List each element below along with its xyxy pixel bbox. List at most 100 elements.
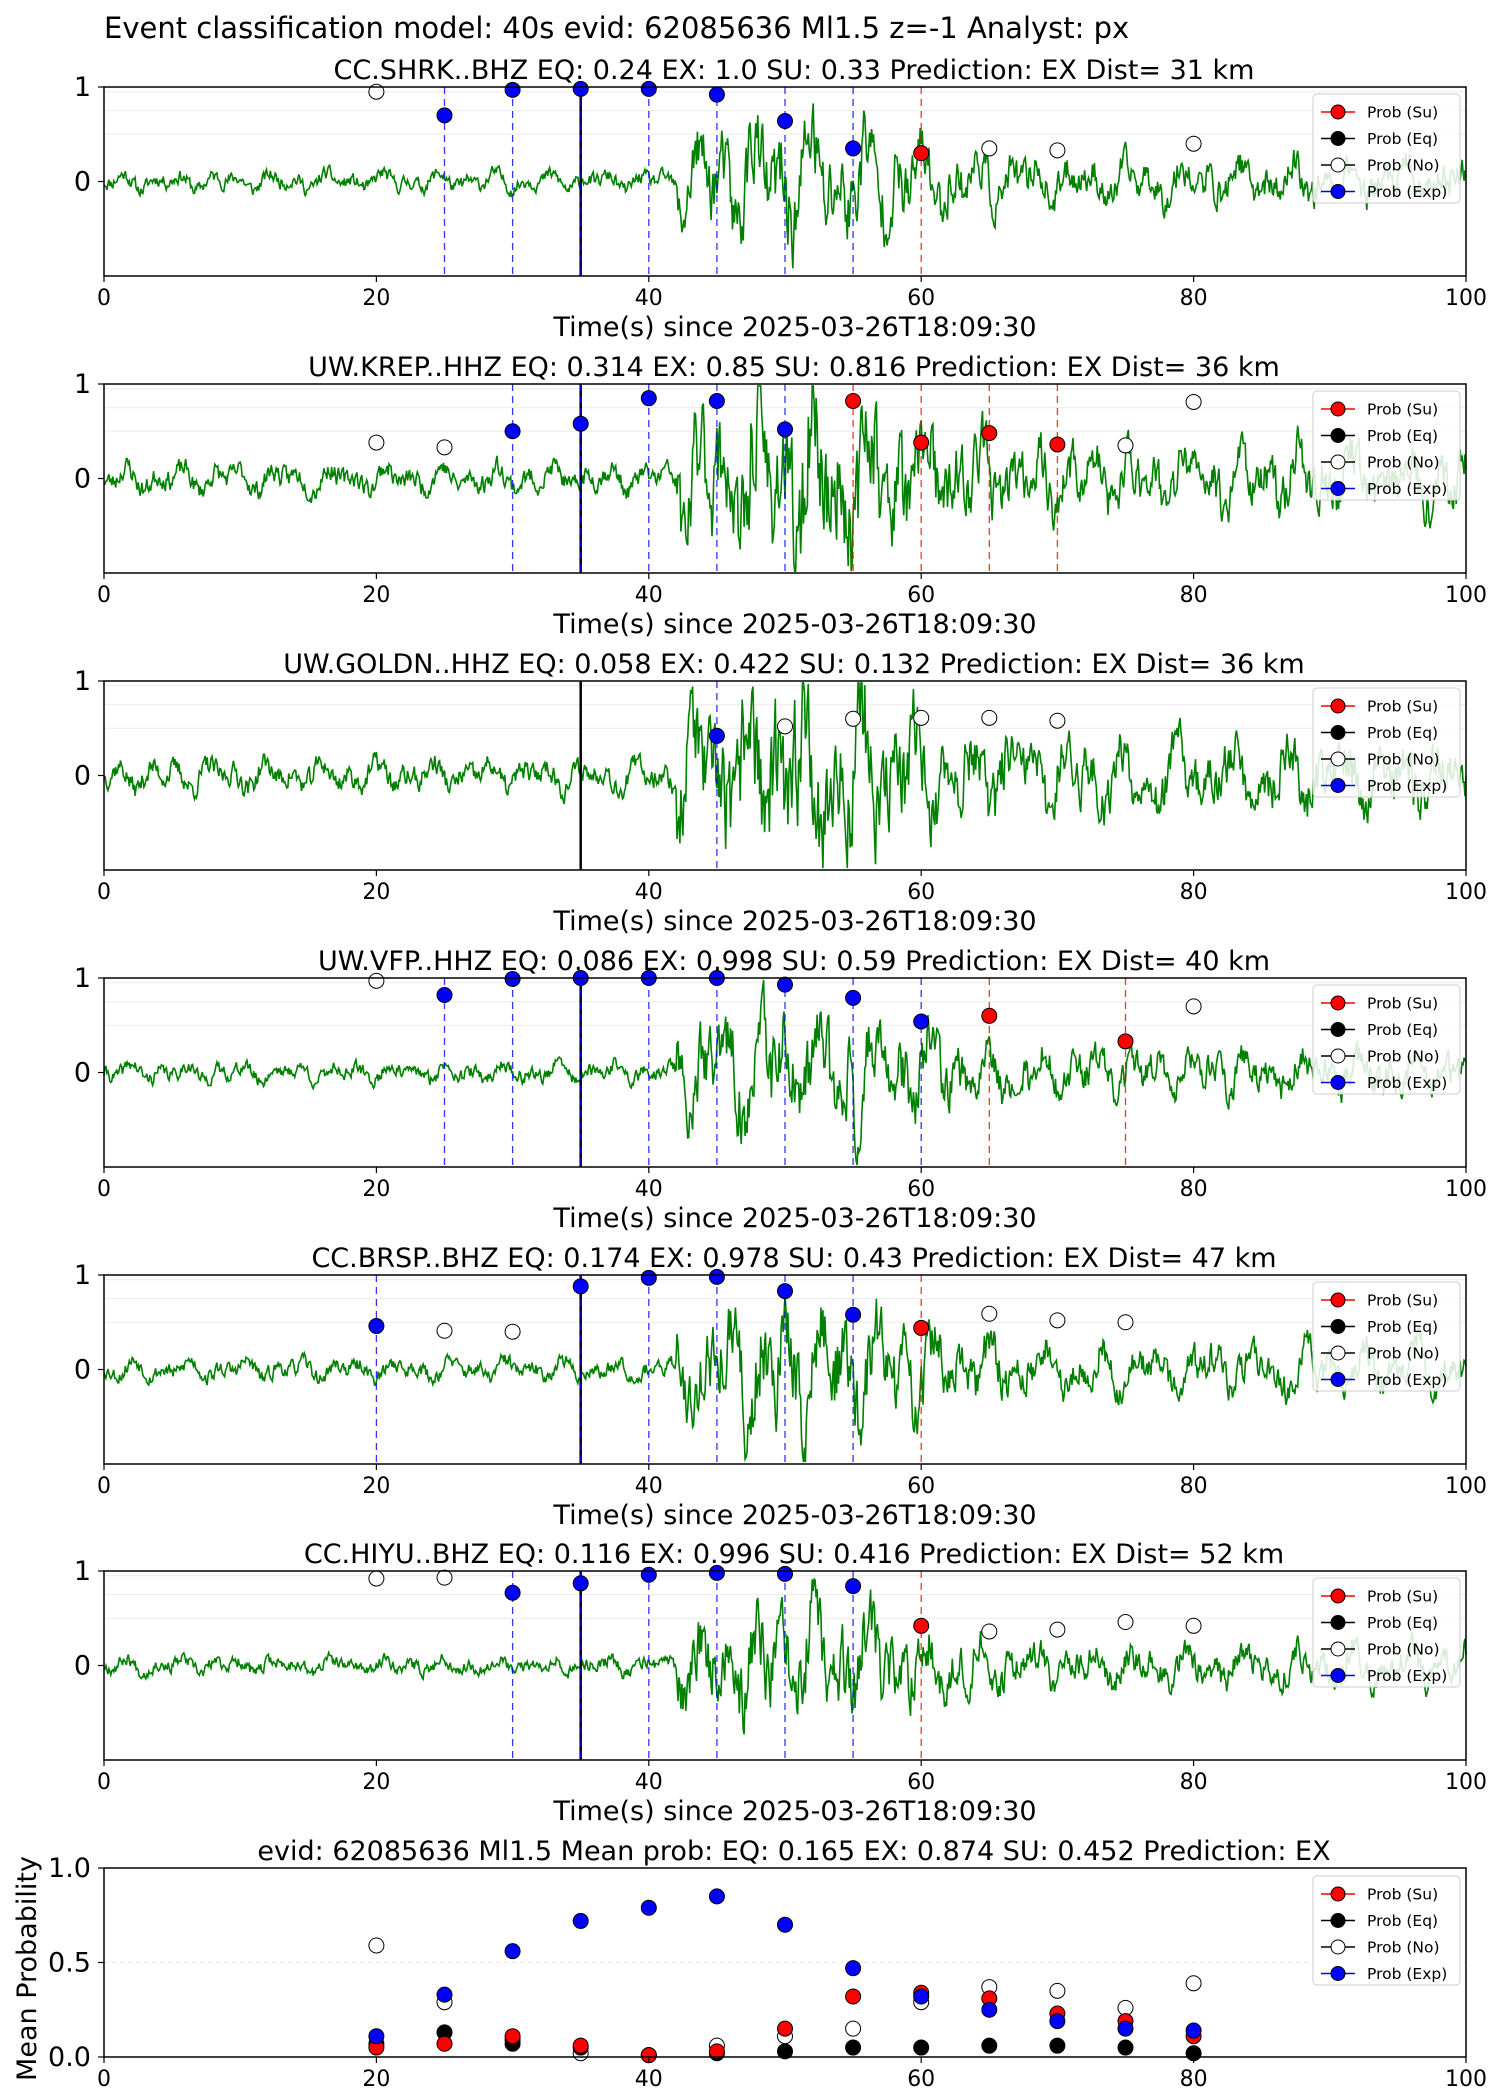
- prob-marker-no: [981, 140, 998, 157]
- legend-frame: [1312, 93, 1461, 204]
- prob-marker-exp: [504, 970, 521, 987]
- mean-marker-su: [708, 2043, 725, 2060]
- y-tick-label: 0.5: [48, 1948, 91, 1979]
- mean-marker-exp: [368, 2028, 385, 2045]
- mean-marker-exp: [640, 1899, 657, 1916]
- prob-marker-exp: [640, 1566, 657, 1583]
- prob-marker-no: [1185, 135, 1202, 152]
- x-tick-label: 60: [907, 1770, 935, 1795]
- prob-marker-exp: [845, 1578, 862, 1595]
- y-tick-label: 0: [74, 1651, 91, 1682]
- prob-marker-no: [777, 718, 793, 735]
- mean-marker-no: [368, 1937, 385, 1954]
- mean-marker-su: [436, 2035, 453, 2052]
- panel-title: evid: 62085636 Ml1.5 Mean prob: EQ: 0.16…: [257, 1836, 1330, 1867]
- prob-marker-no: [913, 709, 930, 726]
- legend-label-exp: Prob (Exp): [1367, 1371, 1447, 1389]
- prob-marker-exp: [504, 423, 521, 440]
- panel-title: UW.VFP..HHZ EQ: 0.086 EX: 0.998 SU: 0.59…: [318, 946, 1270, 977]
- x-tick-label: 60: [907, 1474, 935, 1499]
- x-tick-label: 20: [362, 2067, 390, 2092]
- prob-marker-no: [1185, 393, 1202, 410]
- legend-marker-eq: [1330, 428, 1346, 443]
- mean-marker-exp: [504, 1943, 521, 1960]
- x-tick-label: 80: [1180, 1474, 1208, 1499]
- legend: Prob (Su) Prob (Eq) Prob (No) Prob (Exp): [1312, 390, 1461, 501]
- legend: Prob (Su) Prob (Eq) Prob (No) Prob (Exp): [1312, 1577, 1461, 1688]
- prob-marker-exp: [640, 390, 657, 407]
- prob-marker-su: [1117, 1033, 1134, 1050]
- x-tick-label: 20: [362, 1770, 390, 1795]
- prob-marker-exp: [572, 1278, 589, 1295]
- prob-marker-no: [504, 1323, 521, 1340]
- panels: CC.SHRK..BHZ EQ: 0.24 EX: 1.0 SU: 0.33 P…: [12, 55, 1487, 2092]
- legend-marker-exp: [1330, 1372, 1346, 1387]
- legend-marker-no: [1330, 751, 1346, 767]
- x-tick-label: 60: [907, 880, 935, 905]
- prob-marker-exp: [845, 140, 862, 157]
- legend-label-no: Prob (No): [1367, 1345, 1440, 1363]
- x-tick-label: 20: [362, 1177, 390, 1202]
- prob-marker-no: [1049, 1621, 1066, 1638]
- prob-marker-exp: [640, 80, 657, 97]
- legend-label-exp: Prob (Exp): [1367, 1965, 1447, 1983]
- x-axis-label: Time(s) since 2025-03-26T18:09:30: [552, 1796, 1036, 1827]
- panel-3: UW.GOLDN..HHZ EQ: 0.058 EX: 0.422 SU: 0.…: [74, 649, 1487, 937]
- legend-frame: [1312, 1281, 1461, 1392]
- panel-2: UW.KREP..HHZ EQ: 0.314 EX: 0.85 SU: 0.81…: [74, 352, 1487, 640]
- x-tick-label: 20: [362, 1474, 390, 1499]
- mean-marker-exp: [1117, 2020, 1134, 2037]
- legend-label-exp: Prob (Exp): [1367, 1667, 1447, 1685]
- prob-marker-su: [1049, 436, 1066, 453]
- legend-label-su: Prob (Su): [1367, 1588, 1438, 1606]
- x-tick-label: 100: [1445, 1770, 1487, 1795]
- y-tick-label: 1: [74, 1260, 91, 1291]
- legend-label-exp: Prob (Exp): [1367, 777, 1447, 795]
- x-tick-label: 40: [635, 583, 663, 608]
- y-tick-label: 0: [74, 761, 91, 792]
- seismogram-trace: [103, 979, 1467, 1166]
- x-axis-label: Time(s) since 2025-03-26T18:09:30: [552, 1500, 1036, 1531]
- panel-1: CC.SHRK..BHZ EQ: 0.24 EX: 1.0 SU: 0.33 P…: [74, 55, 1487, 343]
- legend-marker-no: [1330, 1939, 1346, 1955]
- x-tick-label: 80: [1180, 880, 1208, 905]
- y-tick-label: 1: [74, 666, 91, 697]
- legend-label-no: Prob (No): [1367, 1048, 1440, 1066]
- legend-marker-exp: [1330, 184, 1346, 199]
- mean-marker-exp: [1049, 2013, 1066, 2030]
- seismogram-trace: [103, 682, 1467, 869]
- prob-marker-no: [368, 972, 385, 989]
- legend-marker-su: [1330, 1292, 1346, 1308]
- legend-marker-su: [1330, 401, 1346, 417]
- prob-marker-no: [1185, 998, 1202, 1015]
- prob-marker-no: [1185, 1617, 1202, 1634]
- legend-marker-eq: [1330, 1319, 1346, 1334]
- legend-label-no: Prob (No): [1367, 1641, 1440, 1659]
- x-axis-label: Time(s) since 2025-03-26T18:09:30: [552, 609, 1036, 640]
- prob-marker-no: [1117, 1614, 1134, 1631]
- x-tick-label: 40: [635, 2067, 663, 2092]
- legend-label-eq: Prob (Eq): [1367, 1614, 1438, 1632]
- legend-marker-exp: [1330, 1668, 1346, 1683]
- x-tick-label: 60: [907, 583, 935, 608]
- prob-marker-exp: [640, 1269, 657, 1286]
- x-tick-label: 40: [635, 880, 663, 905]
- x-tick-label: 100: [1445, 1177, 1487, 1202]
- prob-marker-no: [1117, 1314, 1134, 1331]
- x-tick-label: 60: [907, 286, 935, 311]
- mean-marker-eq: [1117, 2039, 1134, 2056]
- x-axis-label: Time(s) since 2025-03-26T18:09:30: [552, 312, 1036, 343]
- x-tick-label: 20: [362, 880, 390, 905]
- mean-marker-eq: [913, 2039, 930, 2056]
- panel-title: UW.KREP..HHZ EQ: 0.314 EX: 0.85 SU: 0.81…: [308, 352, 1280, 383]
- legend-marker-no: [1330, 1345, 1346, 1361]
- panel-4: UW.VFP..HHZ EQ: 0.086 EX: 0.998 SU: 0.59…: [74, 946, 1487, 1234]
- legend-frame: [1312, 390, 1461, 501]
- x-tick-label: 100: [1445, 286, 1487, 311]
- legend-label-no: Prob (No): [1367, 1939, 1440, 1957]
- legend-label-eq: Prob (Eq): [1367, 427, 1438, 445]
- x-tick-label: 40: [635, 1177, 663, 1202]
- mean-marker-no: [1185, 1975, 1202, 1992]
- y-tick-label: 0: [74, 1058, 91, 1089]
